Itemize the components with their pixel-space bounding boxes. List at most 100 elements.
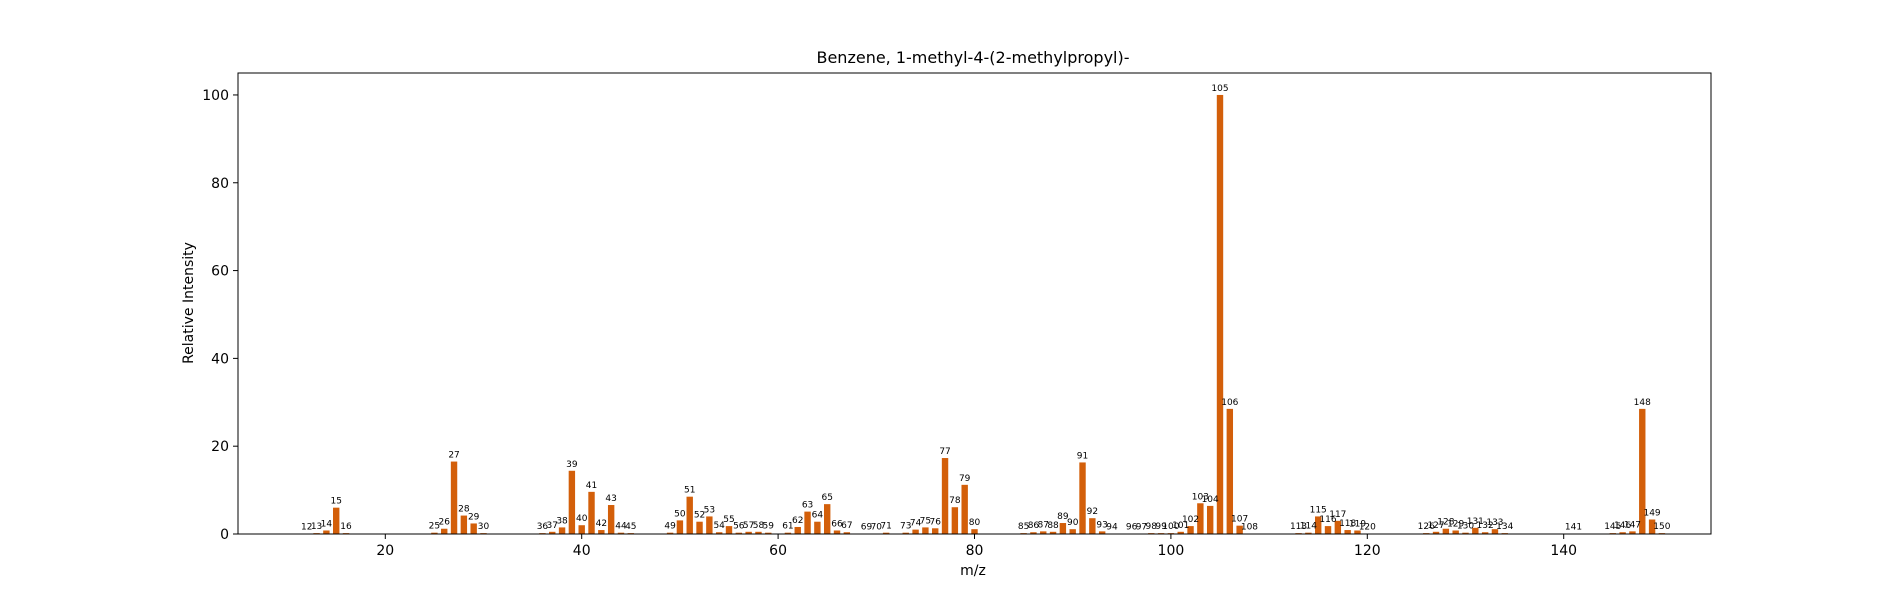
- peak-label-108: 108: [1241, 523, 1258, 533]
- chart-title: Benzene, 1-methyl-4-(2-methylpropyl)-: [816, 48, 1129, 67]
- peak-label-71: 71: [880, 522, 891, 532]
- bar-mz-52: [696, 521, 703, 534]
- bar-mz-43: [607, 505, 615, 534]
- y-tick-label: 60: [211, 264, 229, 280]
- peak-label-58: 58: [753, 521, 765, 531]
- bar-mz-119: [1354, 530, 1361, 534]
- bar-mz-127: [1432, 531, 1440, 534]
- peak-label-149: 149: [1643, 509, 1660, 519]
- peak-label-91: 91: [1077, 451, 1088, 461]
- peak-label-67: 67: [841, 521, 852, 531]
- bar-mz-63: [804, 511, 811, 534]
- peak-label-76: 76: [929, 517, 941, 527]
- peak-label-117: 117: [1329, 510, 1346, 520]
- bar-mz-59: [765, 532, 772, 534]
- peak-label-50: 50: [674, 509, 686, 519]
- peak-label-114: 114: [1300, 522, 1317, 532]
- bar-mz-58: [755, 531, 762, 534]
- bar-mz-44: [617, 532, 625, 534]
- peak-label-102: 102: [1182, 515, 1199, 525]
- bar-mz-55: [725, 526, 733, 534]
- bar-mz-28: [460, 515, 468, 534]
- peak-label-40: 40: [576, 514, 588, 524]
- peak-label-94: 94: [1106, 523, 1118, 533]
- peak-label-39: 39: [566, 460, 578, 470]
- bars-layer: [303, 94, 1666, 534]
- peak-label-98: 98: [1146, 522, 1158, 532]
- bar-mz-54: [715, 532, 723, 534]
- bar-mz-130: [1462, 532, 1469, 534]
- bar-mz-133: [1491, 529, 1499, 534]
- bar-mz-79: [961, 484, 968, 534]
- bar-mz-53: [706, 516, 713, 534]
- peak-label-55: 55: [723, 515, 734, 525]
- bar-mz-103: [1197, 503, 1204, 534]
- bar-mz-50: [676, 520, 684, 534]
- bar-mz-118: [1344, 530, 1351, 534]
- bar-mz-76: [932, 528, 939, 534]
- peak-label-66: 66: [831, 519, 843, 529]
- bar-mz-117: [1334, 520, 1342, 534]
- bar-mz-90: [1069, 529, 1076, 534]
- bar-mz-147: [1629, 531, 1636, 534]
- peak-label-43: 43: [605, 494, 616, 504]
- peak-label-73: 73: [900, 522, 911, 532]
- bar-mz-92: [1089, 518, 1096, 534]
- peak-label-16: 16: [340, 522, 352, 532]
- plot-frame: [237, 72, 1712, 535]
- peak-label-120: 120: [1359, 523, 1376, 533]
- bar-mz-62: [794, 526, 801, 534]
- bar-mz-40: [578, 525, 585, 534]
- peak-label-93: 93: [1096, 520, 1107, 530]
- bar-mz-42: [598, 530, 605, 534]
- peak-label-101: 101: [1172, 521, 1189, 531]
- peak-label-113: 113: [1290, 522, 1307, 532]
- x-tick-label: 20: [376, 543, 394, 559]
- peak-label-103: 103: [1192, 492, 1209, 502]
- bar-mz-56: [735, 532, 743, 534]
- peak-label-57: 57: [743, 521, 754, 531]
- bar-mz-89: [1059, 523, 1067, 534]
- bar-mz-105: [1216, 94, 1224, 534]
- bar-mz-26: [441, 528, 448, 534]
- x-tick-label: 140: [1550, 543, 1577, 559]
- peak-label-89: 89: [1057, 512, 1069, 522]
- bar-mz-88: [1049, 531, 1057, 534]
- peak-label-30: 30: [478, 522, 490, 532]
- peak-label-88: 88: [1047, 521, 1059, 531]
- bar-mz-25: [431, 532, 438, 534]
- peak-label-63: 63: [802, 501, 813, 511]
- y-tick-label: 40: [211, 351, 229, 367]
- peak-label-25: 25: [429, 522, 440, 532]
- bar-mz-75: [922, 527, 929, 534]
- peak-label-134: 134: [1496, 522, 1513, 532]
- peak-label-133: 133: [1486, 518, 1503, 528]
- bar-mz-61: [784, 532, 792, 534]
- peak-label-97: 97: [1136, 523, 1147, 533]
- bar-mz-38: [558, 527, 566, 534]
- bar-mz-51: [686, 496, 693, 534]
- peak-label-15: 15: [330, 497, 341, 507]
- peak-label-38: 38: [556, 516, 568, 526]
- bar-mz-104: [1206, 505, 1214, 534]
- bar-mz-74: [912, 529, 919, 534]
- bar-mz-37: [549, 531, 556, 534]
- peak-label-64: 64: [812, 511, 824, 521]
- peak-label-96: 96: [1126, 523, 1138, 533]
- bar-mz-149: [1648, 519, 1656, 534]
- bar-mz-64: [814, 521, 821, 534]
- peak-label-36: 36: [537, 522, 549, 532]
- peak-label-106: 106: [1221, 398, 1238, 408]
- peak-label-87: 87: [1038, 520, 1049, 530]
- peak-label-118: 118: [1339, 519, 1356, 529]
- x-tick-label: 60: [769, 543, 787, 559]
- peak-label-148: 148: [1634, 398, 1651, 408]
- peak-label-127: 127: [1427, 521, 1444, 531]
- bar-mz-80: [971, 529, 978, 534]
- y-axis: 0 20 40 60 80 100: [202, 88, 238, 543]
- bar-mz-101: [1177, 531, 1184, 534]
- peak-label-128: 128: [1437, 518, 1454, 528]
- peak-label-14: 14: [321, 519, 333, 529]
- bar-mz-41: [588, 491, 595, 534]
